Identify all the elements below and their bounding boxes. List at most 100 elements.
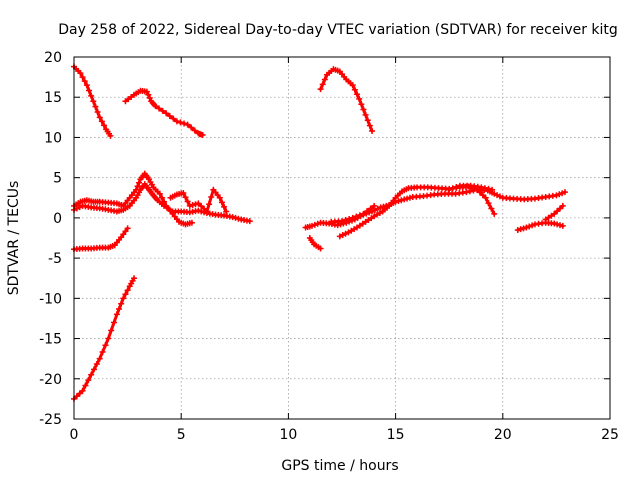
data-point — [404, 195, 411, 202]
data-point — [229, 214, 236, 221]
data-point — [203, 208, 210, 215]
series-arc-11 — [306, 235, 324, 252]
data-point — [134, 183, 141, 190]
data-point — [489, 186, 496, 193]
data-point — [208, 193, 215, 200]
x-tick-label: 25 — [601, 427, 619, 443]
data-point — [367, 205, 374, 212]
data-point — [81, 78, 88, 85]
series-arc-2 — [122, 87, 206, 139]
data-point — [478, 184, 485, 191]
data-point — [156, 190, 163, 197]
x-axis-label: GPS time / hours — [281, 458, 398, 474]
data-point — [353, 213, 360, 220]
data-point — [356, 95, 363, 102]
data-point — [90, 98, 97, 105]
data-point — [166, 112, 173, 119]
data-point — [556, 222, 563, 229]
data-point — [491, 210, 498, 217]
data-point — [401, 196, 408, 203]
data-point — [395, 197, 402, 204]
data-point — [143, 88, 150, 95]
data-point — [551, 220, 558, 227]
x-tick-label: 10 — [279, 427, 297, 443]
data-point — [180, 189, 187, 196]
data-point — [559, 190, 566, 197]
data-point — [159, 107, 166, 114]
x-tick-label: 0 — [70, 427, 79, 443]
data-point — [446, 186, 453, 193]
data-point — [354, 91, 361, 98]
data-point — [517, 226, 524, 233]
y-tick-label: 5 — [53, 171, 62, 187]
data-point — [118, 300, 125, 307]
data-point — [173, 118, 180, 125]
data-point — [356, 212, 363, 219]
data-point — [79, 387, 86, 394]
chart-title: Day 258 of 2022, Sidereal Day-to-day VTE… — [58, 22, 618, 38]
data-point — [218, 199, 225, 206]
data-point — [463, 189, 470, 196]
data-point — [116, 306, 123, 313]
data-series — [71, 63, 568, 402]
data-point — [99, 348, 106, 355]
series-arc-8 — [71, 275, 138, 402]
series-arc-12 — [328, 202, 378, 225]
data-point — [111, 319, 118, 326]
data-point — [406, 194, 413, 201]
data-point — [360, 106, 367, 113]
data-point — [102, 342, 109, 349]
data-point — [158, 194, 165, 201]
data-point — [177, 119, 184, 126]
data-point — [559, 222, 566, 229]
data-point — [349, 82, 356, 89]
data-point — [554, 221, 561, 228]
data-point — [93, 361, 100, 368]
data-point — [156, 105, 163, 112]
series-arc-3 — [317, 66, 376, 135]
axis-ticks: 0 5 10 15 20 25 -25 -20 -15 -10 -5 0 5 10 15 20 — [39, 50, 619, 443]
data-point — [77, 70, 84, 77]
data-point — [553, 192, 560, 199]
data-point — [105, 335, 112, 342]
data-point — [101, 122, 108, 129]
series-arc-14 — [514, 219, 566, 233]
data-point — [339, 218, 345, 225]
x-tick-label: 20 — [494, 427, 512, 443]
data-point — [246, 218, 253, 225]
data-point — [91, 366, 98, 373]
series-arc-7 — [71, 225, 131, 253]
y-tick-label: 15 — [44, 90, 62, 106]
y-tick-label: -20 — [39, 372, 62, 388]
data-point — [314, 220, 321, 227]
data-point — [311, 221, 318, 228]
data-point — [184, 198, 191, 205]
data-point — [488, 205, 495, 212]
series-arc-4 — [71, 170, 195, 228]
data-point — [124, 225, 131, 232]
data-point — [88, 92, 95, 99]
data-point — [98, 118, 105, 125]
data-point — [559, 202, 566, 209]
data-point — [526, 223, 533, 230]
data-point — [346, 215, 353, 222]
data-point — [184, 121, 191, 128]
data-point — [364, 208, 371, 215]
y-tick-label: -15 — [39, 332, 62, 348]
data-point — [189, 202, 196, 209]
x-tick-label: 5 — [177, 427, 186, 443]
data-point — [145, 91, 152, 98]
data-point — [92, 103, 99, 110]
data-point — [371, 202, 378, 209]
data-point — [107, 132, 114, 139]
series-arc-6 — [167, 186, 230, 215]
data-point — [124, 287, 131, 294]
data-point — [482, 194, 489, 201]
data-point — [136, 179, 143, 186]
series-arc-15 — [542, 202, 566, 223]
data-point — [79, 74, 86, 81]
data-point — [86, 87, 93, 94]
data-point — [182, 194, 189, 201]
data-point — [235, 215, 242, 222]
x-tick-label: 15 — [387, 427, 405, 443]
